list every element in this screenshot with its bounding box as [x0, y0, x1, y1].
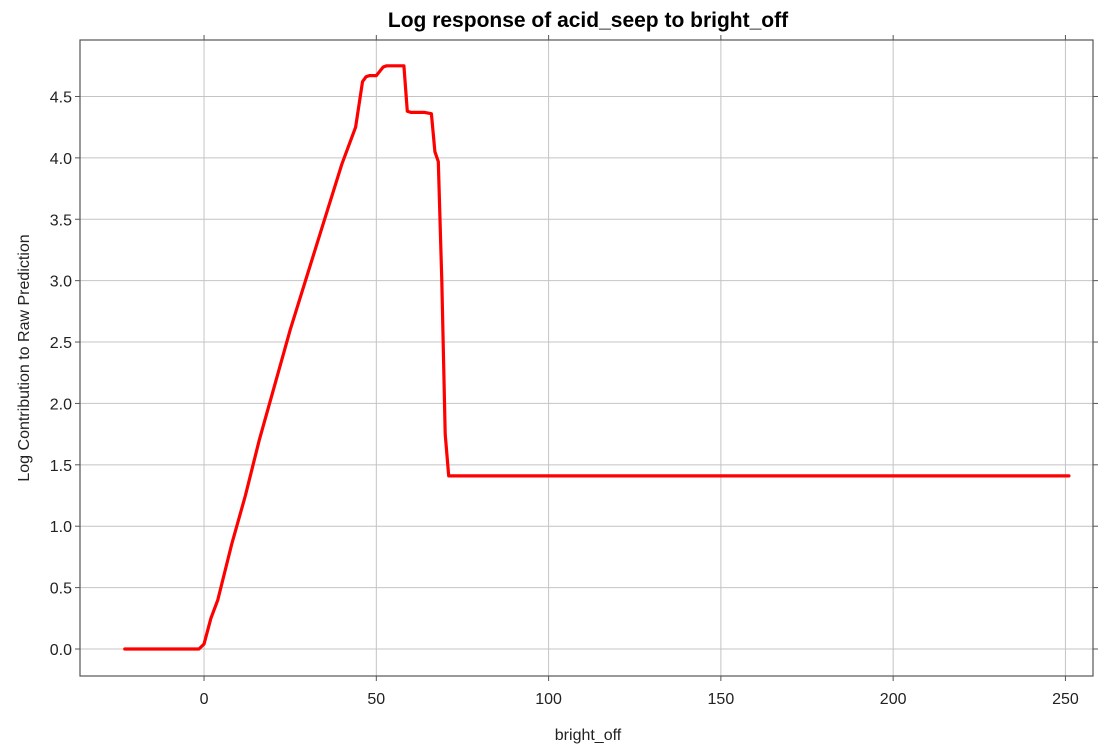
- x-tick-label: 0: [200, 691, 209, 708]
- y-tick-label: 2.5: [50, 335, 72, 352]
- y-axis: 0.0 0.5 1.0 1.5 2.0 2.5 3.0 3.5 4.0 4.5: [50, 89, 1098, 659]
- y-tick-label: 4.5: [50, 89, 72, 106]
- x-tick-label: 250: [1052, 691, 1079, 708]
- y-tick-label: 3.0: [50, 274, 72, 291]
- series-layer: [123, 64, 1071, 651]
- chart-title: Log response of acid_seep to bright_off: [388, 9, 789, 32]
- x-tick-label: 150: [708, 691, 735, 708]
- x-tick-label: 200: [880, 691, 907, 708]
- x-axis-label: bright_off: [555, 727, 622, 744]
- series-line: [123, 64, 1071, 651]
- y-tick-label: 1.0: [50, 519, 72, 536]
- y-axis-label: Log Contribution to Raw Prediction: [16, 234, 33, 481]
- plot-frame: [79, 39, 1094, 677]
- x-axis: 0 50 100 150 200 250: [200, 35, 1079, 708]
- y-tick-label: 0.0: [50, 642, 72, 659]
- grid-lines: [80, 40, 1093, 676]
- y-tick-label: 1.5: [50, 458, 72, 475]
- y-tick-label: 0.5: [50, 581, 72, 598]
- y-tick-label: 4.0: [50, 151, 72, 168]
- x-tick-label: 100: [535, 691, 562, 708]
- y-tick-label: 3.5: [50, 212, 72, 229]
- x-tick-label: 50: [367, 691, 385, 708]
- y-tick-label: 2.0: [50, 396, 72, 413]
